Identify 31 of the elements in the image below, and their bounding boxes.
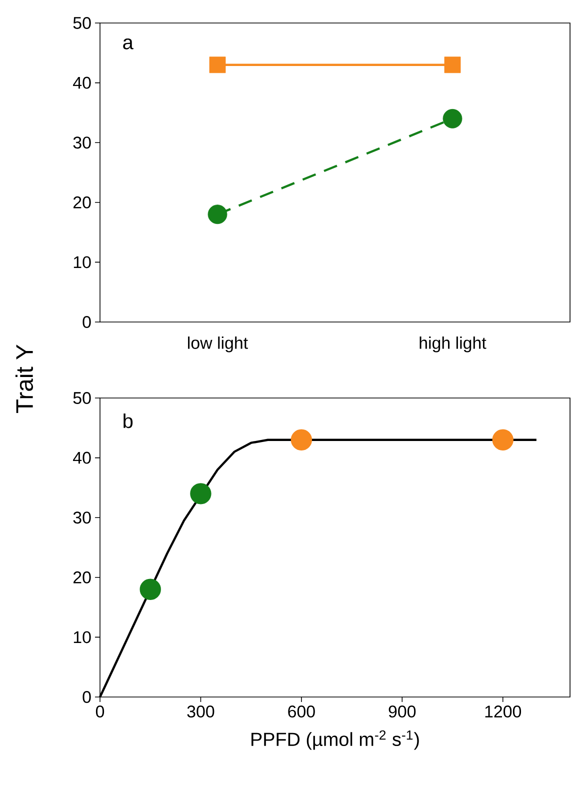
- point: [140, 578, 161, 600]
- x-tick-label: 900: [388, 706, 416, 718]
- point: [444, 56, 461, 74]
- y-tick-label: 30: [73, 136, 91, 149]
- y-tick-label: 10: [74, 256, 91, 268]
- y-tick-label: 0: [82, 691, 91, 703]
- point: [190, 483, 212, 504]
- x-tick-label: 0: [96, 706, 104, 718]
- x-tick-label: 1200: [485, 706, 522, 718]
- x-tick-label: high light: [420, 336, 486, 352]
- point: [442, 108, 462, 128]
- point: [209, 56, 226, 74]
- y-tick-label: 50: [73, 16, 91, 29]
- y-tick-label: 0: [82, 316, 91, 328]
- y-tick-label: 50: [73, 392, 91, 404]
- x-tick-label: 600: [288, 706, 315, 718]
- point: [208, 204, 228, 224]
- x-axis-title: PPFD (µmol m$^{-2}$ s$^{-1}$): [252, 730, 419, 750]
- y-tick-label: 40: [73, 76, 91, 89]
- point: [290, 429, 312, 450]
- annotation: b: [124, 413, 133, 428]
- annotation: a: [123, 38, 134, 50]
- y-tick-label: 20: [74, 196, 91, 208]
- y-axis-title: Trait Y: [15, 344, 34, 414]
- x-tick-label: 300: [187, 706, 214, 718]
- point: [492, 429, 514, 450]
- x-tick-label: low light: [188, 336, 248, 352]
- y-tick-label: 30: [73, 512, 91, 524]
- y-tick-label: 40: [73, 452, 91, 464]
- y-tick-label: 20: [74, 571, 91, 584]
- y-tick-label: 10: [74, 631, 91, 644]
